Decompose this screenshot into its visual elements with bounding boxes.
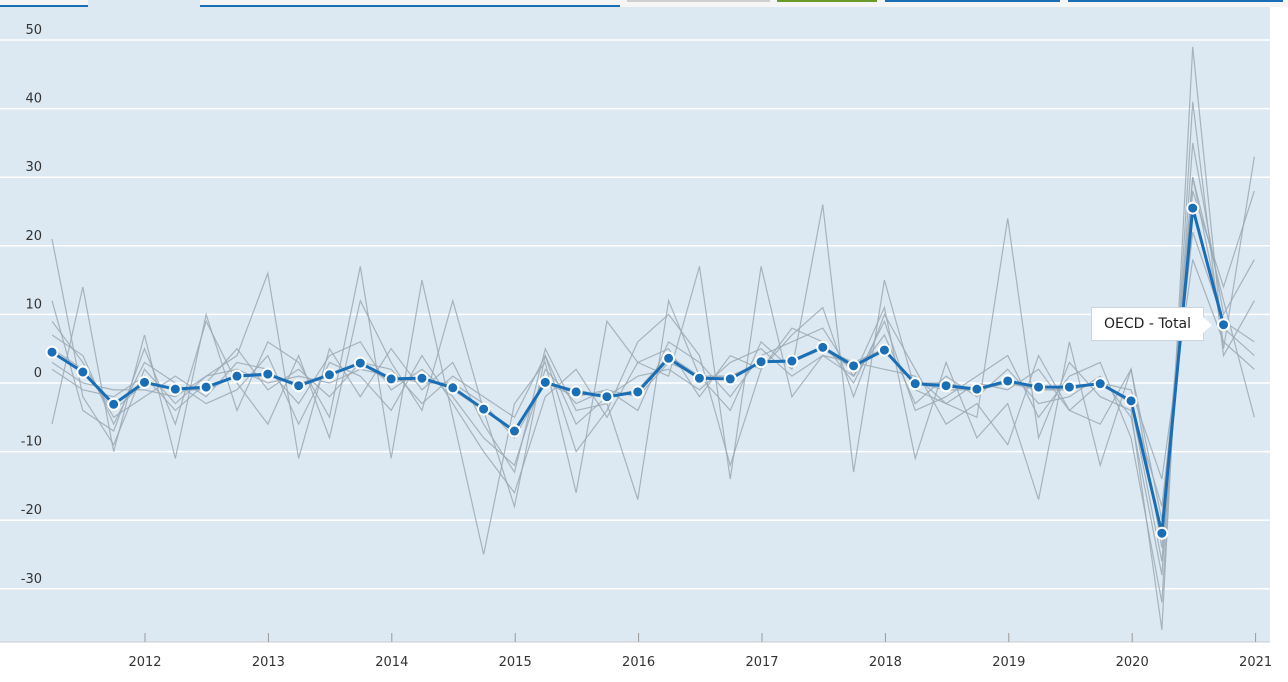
y-tick-label: -10 [21,435,42,450]
oecd-total-point[interactable] [446,381,460,395]
oecd-total-point[interactable] [662,351,676,365]
oecd-total-point[interactable] [692,371,706,385]
oecd-total-point[interactable] [322,368,336,382]
x-tick-label: 2012 [128,655,161,670]
oecd-total-point[interactable] [45,345,59,359]
x-tick-label: 2020 [1116,655,1149,670]
oecd-total-point[interactable] [353,356,367,370]
oecd-total-point[interactable] [1093,377,1107,391]
oecd-total-point[interactable] [477,402,491,416]
x-tick-label: 2014 [375,655,408,670]
oecd-total-point[interactable] [1155,526,1169,540]
control-button[interactable] [627,0,770,2]
x-tick-label: 2021 [1239,655,1272,670]
oecd-total-point[interactable] [908,377,922,391]
oecd-total-point[interactable] [507,424,521,438]
tab-underline [200,5,620,7]
country-series-line[interactable] [51,101,1255,603]
y-tick-label: -30 [21,572,42,587]
y-tick-label: 40 [25,92,42,107]
oecd-total-point[interactable] [1124,394,1138,408]
x-tick-label: 2013 [252,655,285,670]
x-tick-label: 2017 [745,655,778,670]
oecd-total-point[interactable] [754,355,768,369]
oecd-total-point[interactable] [230,369,244,383]
oecd-total-point[interactable] [877,343,891,357]
oecd-total-point[interactable] [723,372,737,386]
oecd-total-point[interactable] [1217,318,1231,332]
y-tick-label: 20 [25,229,42,244]
plot-area [0,7,1270,642]
x-tick-label: 2015 [499,655,532,670]
oecd-total-point[interactable] [1186,201,1200,215]
country-series-line[interactable] [51,190,1255,548]
oecd-total-point[interactable] [847,359,861,373]
oecd-total-point[interactable] [816,340,830,354]
tooltip-label: OECD - Total [1103,316,1192,332]
oecd-total-point[interactable] [168,382,182,396]
oecd-total-point[interactable] [538,375,552,389]
y-tick-label: 50 [25,23,42,38]
oecd-total-point[interactable] [970,382,984,396]
tab-underline [0,5,88,7]
oecd-total-point[interactable] [1032,380,1046,394]
oecd-total-point[interactable] [569,385,583,399]
x-tick-label: 2016 [622,655,655,670]
oecd-total-point[interactable] [384,372,398,386]
y-tick-label: 10 [25,297,42,312]
oecd-total-point[interactable] [292,379,306,393]
y-tick-label: -20 [21,503,42,518]
oecd-total-point[interactable] [415,371,429,385]
oecd-total-point[interactable] [1062,380,1076,394]
y-tick-label: 30 [25,160,42,175]
oecd-total-point[interactable] [939,379,953,393]
oecd-total-point[interactable] [261,367,275,381]
oecd-total-point[interactable] [137,375,151,389]
control-button[interactable] [777,0,877,2]
x-tick-label: 2018 [869,655,902,670]
oecd-total-point[interactable] [600,390,614,404]
oecd-total-point[interactable] [107,397,121,411]
oecd-total-point[interactable] [199,380,213,394]
oecd-total-point[interactable] [76,365,90,379]
tooltip: OECD - Total [1091,307,1212,341]
x-tick-label: 2019 [992,655,1025,670]
oecd-total-point[interactable] [785,354,799,368]
y-tick-label: 0 [34,366,42,381]
oecd-total-point[interactable] [631,385,645,399]
active-tab[interactable] [88,0,200,8]
tab-bar [0,0,1288,7]
control-button[interactable] [885,0,1060,2]
oecd-total-point[interactable] [1001,374,1015,388]
control-button[interactable] [1068,0,1283,2]
